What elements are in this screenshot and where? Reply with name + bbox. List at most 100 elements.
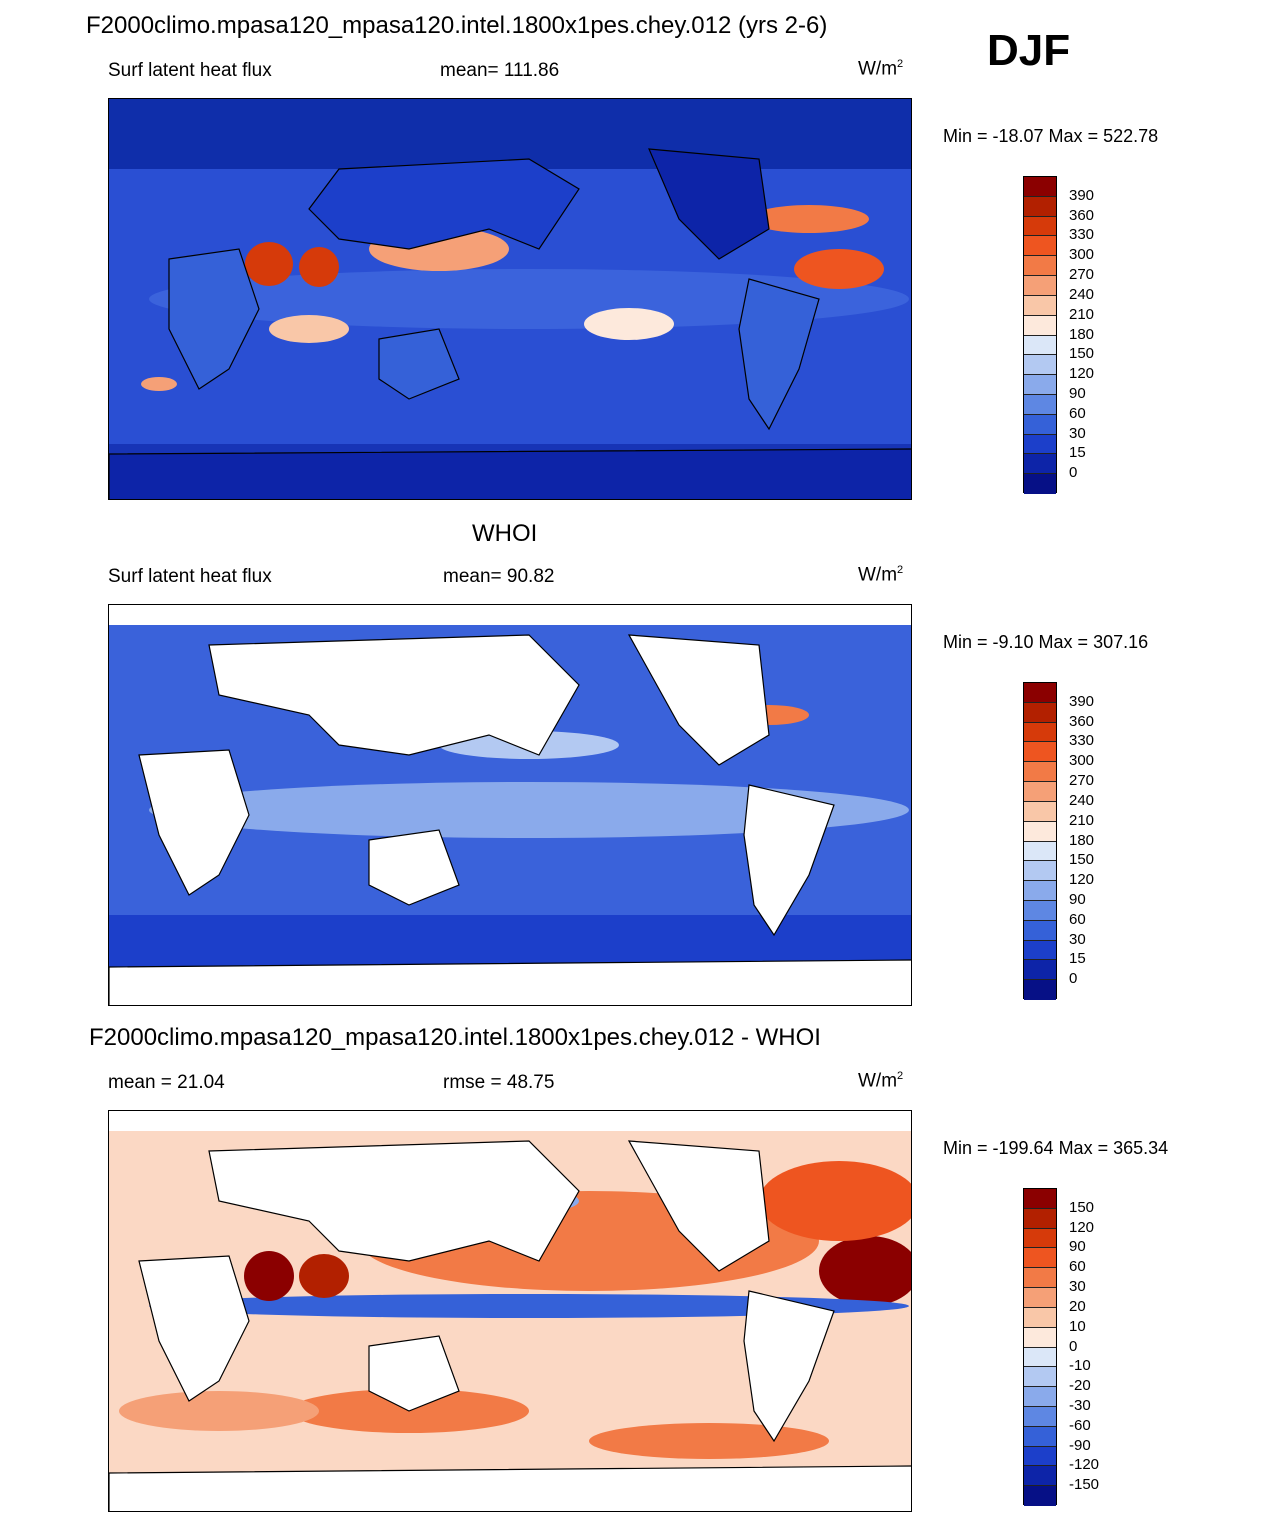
colorbar-tick-label: -10 — [1069, 1357, 1091, 1375]
colorbar-swatch — [1024, 1426, 1056, 1447]
panel-obs-minmax: Min = -9.10 Max = 307.16 — [943, 632, 1149, 652]
colorbar-tick-label: 360 — [1069, 712, 1095, 730]
colorbar-swatch — [1024, 375, 1056, 395]
arctic-band — [109, 99, 911, 169]
colorbar-swatch — [1024, 256, 1056, 277]
colorbar-swatch — [1024, 1248, 1056, 1269]
main-title: F2000climo.mpasa120_mpasa120.intel.1800x… — [86, 12, 828, 39]
colorbar-tick-label: 300 — [1069, 246, 1095, 264]
colorbar-tick-label: -20 — [1069, 1377, 1091, 1395]
colorbar-swatch — [1024, 920, 1056, 941]
colorbar-tick-label: 180 — [1069, 831, 1095, 849]
colorbar-swatch — [1024, 1367, 1056, 1388]
colorbar-swatch — [1024, 702, 1056, 723]
colorbar-swatch — [1024, 1486, 1056, 1506]
colorbar-swatch — [1024, 355, 1056, 376]
colorbar-tick-label: 330 — [1069, 732, 1095, 750]
panel-diff-minmax: Min = -199.64 Max = 365.34 — [943, 1138, 1169, 1158]
colorbar-tick-label: 390 — [1069, 186, 1095, 204]
colorbar-tick-label: 90 — [1069, 384, 1086, 402]
colorbar-swatch — [1024, 1327, 1056, 1348]
colorbar-swatch — [1024, 1406, 1056, 1427]
colorbar-swatch — [1024, 801, 1056, 822]
colorbar-swatch — [1024, 821, 1056, 842]
colorbar-tick-label: 30 — [1069, 1278, 1086, 1296]
panel-diff-title: F2000climo.mpasa120_mpasa120.intel.1800x… — [89, 1024, 821, 1051]
panel-model-mean-label: mean= 111.86 — [440, 60, 560, 81]
colorbar-tick-label: 15 — [1069, 444, 1086, 462]
colorbar-swatch — [1024, 742, 1056, 763]
colorbar-tick-label: 330 — [1069, 226, 1095, 244]
colorbar-swatch — [1024, 1446, 1056, 1467]
colorbar-tick-label: 90 — [1069, 890, 1086, 908]
panel-obs-map — [108, 604, 912, 1006]
colorbar-tick-label: -60 — [1069, 1416, 1091, 1434]
colorbar-swatch — [1024, 782, 1056, 802]
colorbar-tick-label: 120 — [1069, 1218, 1095, 1236]
colorbar-tick-label: 60 — [1069, 910, 1086, 928]
colorbar-tick-label: 20 — [1069, 1297, 1086, 1315]
colorbar-tick-label: 90 — [1069, 1238, 1086, 1256]
colorbar-swatch — [1024, 216, 1056, 237]
colorbar-swatch — [1024, 335, 1056, 356]
colorbar-swatch — [1024, 900, 1056, 921]
colorbar-swatch — [1024, 394, 1056, 415]
colorbar-tick-label: 30 — [1069, 930, 1086, 948]
colorbar-tick-label: 150 — [1069, 851, 1095, 869]
colorbar-swatch — [1024, 474, 1056, 494]
colorbar-swatch — [1024, 196, 1056, 217]
panel-obs-units: W/m2 — [858, 564, 904, 586]
colorbar-swatch — [1024, 1268, 1056, 1289]
colorbar-swatch — [1024, 177, 1056, 197]
panel-diff-colorbar — [1023, 1188, 1057, 1506]
colorbar-swatch — [1024, 1466, 1056, 1487]
colorbar-tick-label: 120 — [1069, 871, 1095, 889]
colorbar-tick-label: 0 — [1069, 464, 1078, 482]
colorbar-swatch — [1024, 1347, 1056, 1368]
colorbar-tick-label: 150 — [1069, 345, 1095, 363]
panel-obs-title: WHOI — [472, 520, 538, 547]
colorbar-swatch — [1024, 315, 1056, 336]
colorbar-swatch — [1024, 960, 1056, 981]
colorbar-tick-label: -150 — [1069, 1476, 1100, 1494]
colorbar-swatch — [1024, 414, 1056, 435]
colorbar-swatch — [1024, 980, 1056, 1000]
colorbar-tick-label: -120 — [1069, 1456, 1100, 1474]
panel-obs-variable-label: Surf latent heat flux — [108, 566, 272, 587]
colorbar-swatch — [1024, 722, 1056, 743]
colorbar-tick-label: 0 — [1069, 970, 1078, 988]
colorbar-swatch — [1024, 454, 1056, 475]
panel-model-minmax: Min = -18.07 Max = 522.78 — [943, 126, 1159, 146]
colorbar-tick-label: 240 — [1069, 791, 1095, 809]
colorbar-swatch — [1024, 1288, 1056, 1308]
colorbar-swatch — [1024, 861, 1056, 882]
colorbar-tick-label: 15 — [1069, 950, 1086, 968]
colorbar-swatch — [1024, 1208, 1056, 1229]
colorbar-tick-label: 30 — [1069, 424, 1086, 442]
colorbar-tick-label: 360 — [1069, 206, 1095, 224]
colorbar-tick-label: -90 — [1069, 1436, 1091, 1454]
colorbar-swatch — [1024, 1228, 1056, 1249]
panel-model-units: W/m2 — [858, 58, 904, 80]
colorbar-tick-label: 150 — [1069, 1198, 1095, 1216]
colorbar-tick-label: 300 — [1069, 752, 1095, 770]
colorbar-swatch — [1024, 295, 1056, 316]
panel-obs-mean-label: mean= 90.82 — [443, 566, 555, 587]
season-label: DJF — [987, 26, 1071, 75]
colorbar-tick-label: 10 — [1069, 1317, 1086, 1335]
colorbar-tick-label: 390 — [1069, 692, 1095, 710]
colorbar-swatch — [1024, 881, 1056, 901]
colorbar-tick-label: -30 — [1069, 1396, 1091, 1414]
colorbar-tick-label: 210 — [1069, 811, 1095, 829]
colorbar-tick-label: 270 — [1069, 266, 1095, 284]
colorbar-swatch — [1024, 762, 1056, 783]
panel-obs-colorbar — [1023, 682, 1057, 1000]
colorbar-swatch — [1024, 1189, 1056, 1209]
panel-diff-rmse-label: rmse = 48.75 — [443, 1072, 555, 1093]
colorbar-swatch — [1024, 236, 1056, 257]
colorbar-tick-label: 210 — [1069, 305, 1095, 323]
colorbar-tick-label: 120 — [1069, 365, 1095, 383]
colorbar-tick-label: 240 — [1069, 285, 1095, 303]
colorbar-swatch — [1024, 276, 1056, 296]
colorbar-tick-label: 0 — [1069, 1337, 1078, 1355]
